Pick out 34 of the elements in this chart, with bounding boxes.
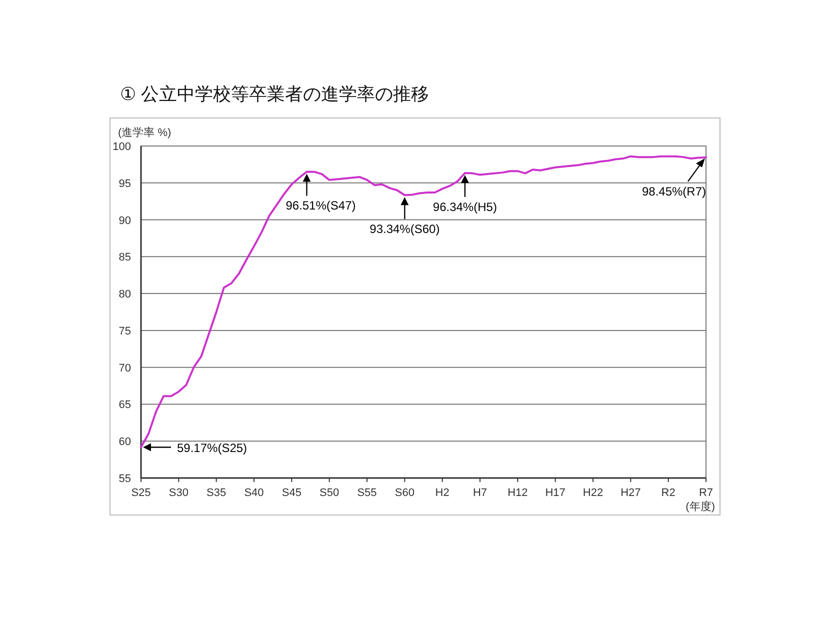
- x-tick-label: S30: [168, 487, 188, 499]
- x-axis-title: (年度): [686, 500, 715, 513]
- x-tick-label: S40: [244, 487, 264, 499]
- x-tick-label: S50: [320, 487, 340, 499]
- annotation: 98.45%(R7): [642, 184, 706, 198]
- annotation: 59.17%(S25): [177, 441, 248, 456]
- y-tick-label: 100: [112, 141, 131, 153]
- x-tick-label: S55: [357, 487, 377, 499]
- x-tick-label: H12: [508, 487, 528, 499]
- y-tick-label: 70: [118, 362, 131, 374]
- x-tick-label: H7: [472, 487, 488, 499]
- y-axis-title: (進学率 %): [118, 126, 172, 139]
- annotation: 96.51%(S47): [286, 198, 356, 213]
- y-tick-label: 85: [118, 252, 131, 264]
- y-tick-label: 95: [118, 178, 131, 190]
- y-tick-label: 55: [118, 473, 131, 485]
- x-tick-label: H17: [545, 487, 566, 499]
- y-tick-label: 90: [118, 214, 131, 227]
- annotation: 93.34%(S60): [370, 222, 440, 236]
- x-tick-label: S25: [131, 487, 151, 499]
- x-tick-label: S45: [282, 487, 302, 499]
- y-tick-label: 60: [118, 436, 131, 448]
- y-tick-label: 65: [118, 399, 131, 412]
- y-tick-label: 75: [118, 325, 131, 338]
- x-tick-label: H27: [620, 487, 641, 499]
- chart-title: ① 公立中学校等卒業者の進学率の推移: [120, 84, 430, 104]
- annotation: 96.34%(H5): [432, 200, 497, 214]
- x-tick-label: H2: [435, 487, 450, 499]
- x-tick-label: R2: [661, 487, 676, 499]
- y-tick-label: 80: [118, 288, 131, 301]
- x-tick-label: R7: [698, 487, 714, 499]
- x-tick-label: S35: [206, 487, 226, 499]
- x-tick-label: H22: [582, 487, 604, 499]
- x-tick-label: S60: [394, 487, 414, 499]
